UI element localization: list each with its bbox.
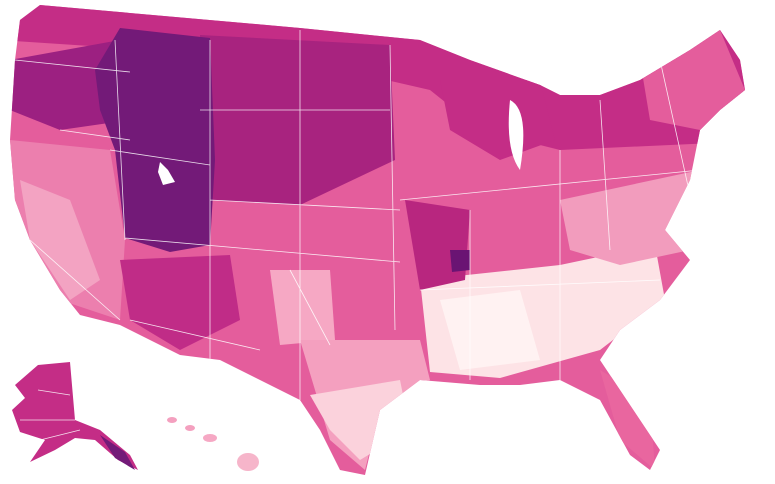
hawaii (167, 417, 259, 471)
hawaii-island (185, 425, 195, 431)
mid-atlantic-region (560, 170, 700, 265)
alaska-panhandle (100, 435, 135, 470)
hawaii-island (237, 453, 259, 471)
lake-michigan (508, 100, 524, 170)
great-salt-lake (158, 162, 175, 185)
alaska (12, 362, 138, 470)
state-borders (14, 30, 701, 400)
great-lakes-region (440, 80, 555, 160)
florida-region (600, 370, 655, 470)
border-lines (14, 30, 701, 400)
hawaii-island (167, 417, 177, 423)
mountain-west-region (95, 28, 215, 252)
northern-plains-region (200, 35, 395, 205)
alaska-borders (20, 389, 81, 441)
new-mexico-region (270, 270, 335, 345)
deep-south-region (440, 290, 540, 370)
dark-region (450, 250, 470, 272)
coastal-region (20, 180, 100, 300)
hawaii-island (203, 434, 217, 442)
